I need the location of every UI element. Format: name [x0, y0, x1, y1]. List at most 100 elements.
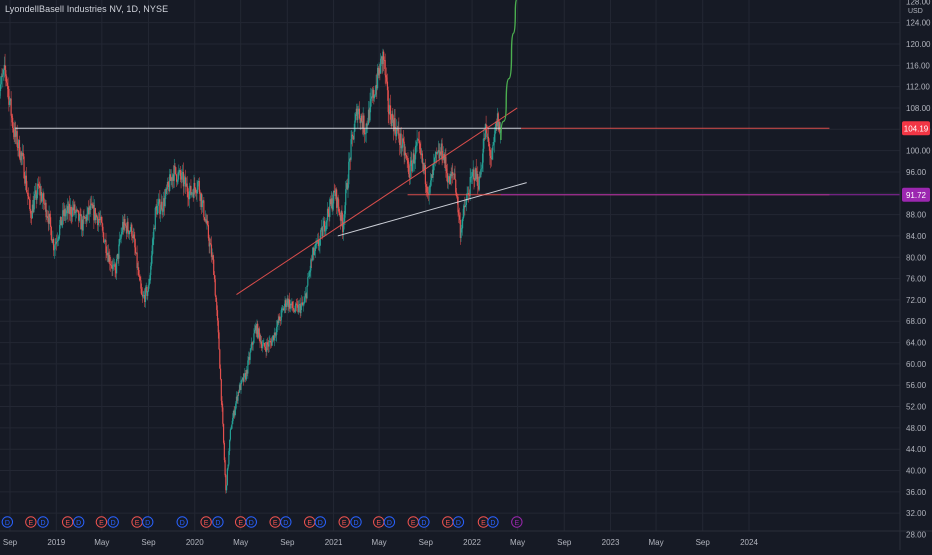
- dividend-marker[interactable]: D: [246, 517, 256, 527]
- earnings-marker[interactable]: E: [339, 517, 349, 527]
- earnings-marker[interactable]: E: [408, 517, 418, 527]
- candle-body: [471, 176, 472, 177]
- candle-body: [207, 221, 208, 225]
- earnings-marker[interactable]: E: [235, 517, 245, 527]
- candle-body: [213, 259, 214, 275]
- event-letter: D: [76, 520, 81, 527]
- dividend-marker[interactable]: D: [281, 517, 291, 527]
- candle-body: [138, 267, 139, 275]
- event-letter: D: [215, 520, 220, 527]
- candle-body: [339, 213, 340, 215]
- dividend-marker[interactable]: D: [351, 517, 361, 527]
- dividend-marker[interactable]: D: [419, 517, 429, 527]
- candle-body: [312, 254, 313, 260]
- candle-body: [56, 242, 57, 243]
- candle-body: [359, 109, 360, 119]
- dividend-marker[interactable]: D: [315, 517, 325, 527]
- dividend-marker[interactable]: D: [488, 517, 498, 527]
- candle-body: [157, 206, 158, 215]
- candle-body: [294, 311, 295, 312]
- dividend-marker[interactable]: D: [143, 517, 153, 527]
- candle-body: [419, 144, 420, 149]
- candle-body: [319, 246, 320, 247]
- candle-body: [149, 275, 150, 284]
- event-letter: E: [411, 520, 416, 527]
- earnings-marker[interactable]: E: [443, 517, 453, 527]
- candle-body: [392, 114, 393, 120]
- candle-body: [47, 216, 48, 218]
- candle-body: [489, 147, 490, 156]
- earnings-marker[interactable]: E: [478, 517, 488, 527]
- candle-body: [221, 379, 222, 401]
- dividend-marker[interactable]: D: [2, 517, 12, 527]
- candle-body: [229, 440, 230, 451]
- candle-body: [430, 180, 431, 185]
- price-tick-label: 52.00: [906, 403, 927, 412]
- projection-curve[interactable]: [501, 0, 519, 140]
- earnings-marker[interactable]: E: [512, 517, 522, 527]
- candle-body: [168, 182, 169, 185]
- candle-body: [125, 225, 126, 226]
- dividend-marker[interactable]: D: [108, 517, 118, 527]
- candle-body: [118, 244, 119, 258]
- dividend-marker[interactable]: D: [213, 517, 223, 527]
- candle-body: [446, 169, 447, 174]
- candle-body: [427, 192, 428, 193]
- candle-body: [220, 369, 221, 379]
- candle-body: [470, 177, 471, 196]
- candle-body: [463, 209, 464, 219]
- candle-body: [43, 193, 44, 204]
- candle-body: [160, 210, 161, 215]
- candle-body: [350, 139, 351, 160]
- earnings-marker[interactable]: E: [132, 517, 142, 527]
- candle-body: [30, 211, 31, 218]
- dividend-marker[interactable]: D: [73, 517, 83, 527]
- candle-body: [473, 170, 474, 181]
- candle-body: [199, 181, 200, 192]
- candle-body: [307, 277, 308, 285]
- earnings-marker[interactable]: E: [304, 517, 314, 527]
- earnings-marker[interactable]: E: [62, 517, 72, 527]
- candle-body: [367, 124, 368, 125]
- earnings-marker[interactable]: E: [26, 517, 36, 527]
- candle-body: [267, 342, 268, 344]
- dividend-marker[interactable]: D: [38, 517, 48, 527]
- earnings-marker[interactable]: E: [96, 517, 106, 527]
- candle-body: [243, 374, 244, 382]
- candle-body: [12, 118, 13, 128]
- earnings-marker[interactable]: E: [270, 517, 280, 527]
- candle-body: [51, 227, 52, 240]
- earnings-marker[interactable]: E: [374, 517, 384, 527]
- event-letter: E: [65, 520, 70, 527]
- candle-body: [90, 204, 91, 210]
- candle-body: [490, 156, 491, 158]
- candle-body: [83, 216, 84, 217]
- candle-body: [259, 328, 260, 334]
- dividend-marker[interactable]: D: [453, 517, 463, 527]
- price-tick-label: 36.00: [906, 488, 927, 497]
- candle-body: [214, 275, 215, 279]
- candle-body: [217, 310, 218, 320]
- candle-body: [19, 140, 20, 158]
- earnings-marker[interactable]: E: [201, 517, 211, 527]
- candle-body: [23, 153, 24, 157]
- dividend-marker[interactable]: D: [384, 517, 394, 527]
- candle-body: [259, 334, 260, 342]
- trendline-white[interactable]: [338, 183, 527, 236]
- candle-body: [385, 75, 386, 77]
- event-letter: E: [99, 520, 104, 527]
- price-tick-label: 56.00: [906, 381, 927, 390]
- price-tick-label: 100.00: [906, 147, 931, 156]
- candle-body: [116, 259, 117, 273]
- candle-body: [493, 142, 494, 145]
- trendline-red[interactable]: [236, 108, 517, 295]
- candle-body: [383, 52, 384, 60]
- time-tick-label: 2024: [740, 538, 758, 547]
- dividend-marker[interactable]: D: [177, 517, 187, 527]
- candle-body: [110, 264, 111, 265]
- candle-body: [325, 229, 326, 231]
